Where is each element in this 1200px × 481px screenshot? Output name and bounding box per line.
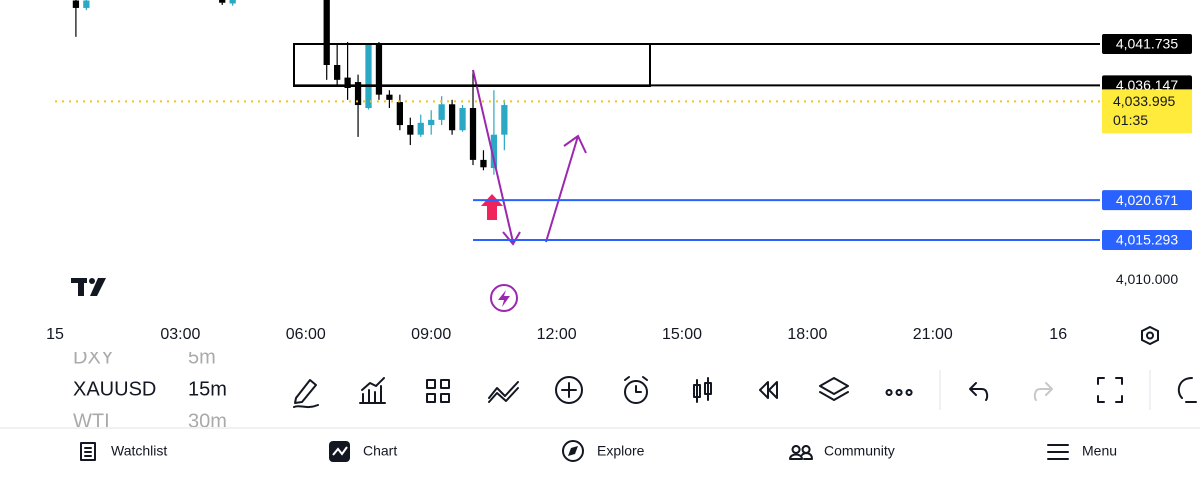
symbol[interactable]: DXY: [73, 346, 114, 368]
compare-tool[interactable]: [488, 381, 519, 403]
settings-button[interactable]: [1141, 325, 1159, 346]
countdown-label: 01:35: [1113, 112, 1148, 128]
explore-needle: [568, 446, 578, 456]
symbol[interactable]: WTI: [73, 410, 110, 432]
price-label-box: [1102, 33, 1192, 54]
more-tool[interactable]: [885, 389, 913, 396]
candle-body: [344, 77, 351, 88]
draw-tool[interactable]: [293, 379, 319, 409]
candle-body: [83, 0, 90, 8]
nav-item[interactable]: Community: [824, 443, 895, 459]
settings-icon: [1146, 331, 1154, 340]
nav-item[interactable]: Chart: [363, 443, 397, 459]
candle-tool[interactable]: [693, 377, 712, 403]
chart-icon-line: [332, 446, 348, 456]
alert-icon: [624, 376, 648, 393]
candle-body: [365, 44, 372, 109]
interval[interactable]: 30m: [188, 410, 227, 432]
up-arrow-head: [563, 134, 587, 154]
signal-arrow: [481, 194, 503, 220]
symbol[interactable]: XAUUSD: [73, 378, 156, 400]
chart-plot: [55, 0, 1100, 175]
redo-tool[interactable]: [1033, 382, 1053, 401]
candle-body: [469, 108, 477, 160]
drawings: [71, 42, 1159, 346]
layout-tool[interactable]: [426, 379, 450, 403]
lightning-icon: [498, 290, 510, 307]
candle-body: [229, 0, 236, 4]
candle-body: [219, 0, 226, 3]
bottom-nav: Watchlist Chart Explore Community Menu: [80, 440, 1117, 462]
replay-tool[interactable]: [759, 381, 778, 399]
candle-body: [428, 119, 435, 126]
down-arrow: [472, 69, 514, 243]
explore-icon: [562, 440, 584, 462]
candle-body: [375, 44, 383, 95]
layers-tool[interactable]: [819, 377, 849, 401]
x-tick-label: 21:00: [913, 326, 953, 343]
x-tick-label: 03:00: [160, 326, 200, 343]
price-label-box: [1102, 190, 1192, 211]
alert-tool[interactable]: [624, 380, 648, 404]
tv-logo: [71, 278, 106, 296]
toolbar: [293, 370, 1197, 410]
candle-body: [72, 0, 80, 8]
nav-item[interactable]: Watchlist: [111, 443, 167, 459]
axes: 4,041.735 4,036.147 4,020.671 4,015.293 4,03…: [46, 33, 1192, 343]
price-label: 4,020.671: [1116, 192, 1178, 208]
candle-body: [407, 125, 414, 135]
x-tick-label: 15: [46, 326, 64, 343]
ideas-tool[interactable]: [1177, 377, 1197, 403]
symbol-list: DXY 5m XAUUSD 15m WTI 30m: [73, 346, 227, 432]
candle-body: [354, 82, 362, 106]
down-arrow-head: [502, 231, 521, 246]
price-label-box: [1102, 229, 1192, 250]
candle-body: [490, 134, 498, 169]
community-icon: [789, 445, 813, 460]
nav-item[interactable]: Menu: [1082, 443, 1117, 459]
candle-body: [334, 65, 341, 80]
candle-body: [438, 104, 445, 120]
current-price-label: 4,033.995: [1113, 93, 1175, 109]
price-label: 4,036.147: [1116, 77, 1178, 93]
up-arrow: [545, 135, 579, 243]
candle-body: [480, 159, 487, 168]
interval[interactable]: 5m: [188, 346, 216, 368]
add-tool[interactable]: [555, 376, 583, 404]
candle-body: [459, 108, 466, 131]
candle-body: [501, 105, 508, 135]
x-tick-label: 16: [1049, 326, 1067, 343]
candle-body: [396, 102, 403, 126]
menu-icon: [1047, 444, 1069, 460]
fullscreen-tool[interactable]: [1097, 377, 1123, 403]
add-icon: [561, 382, 577, 398]
candle-body: [323, 0, 330, 66]
candle-body: [448, 104, 456, 131]
indicators-tool[interactable]: [359, 377, 386, 404]
candle-body: [386, 94, 393, 100]
x-tick-label: 15:00: [662, 326, 702, 343]
price-label: 4,015.293: [1116, 232, 1178, 248]
nav-item[interactable]: Explore: [597, 443, 645, 459]
current-price-box: [1102, 89, 1192, 134]
interval[interactable]: 15m: [188, 378, 227, 400]
x-tick-label: 18:00: [787, 326, 827, 343]
y-tick-label: 4,010.000: [1116, 271, 1178, 287]
undo-tool[interactable]: [969, 382, 989, 401]
x-tick-label: 12:00: [537, 326, 577, 343]
x-tick-label: 09:00: [411, 326, 451, 343]
price-label: 4,041.735: [1116, 36, 1178, 52]
x-tick-label: 06:00: [286, 326, 326, 343]
candle-body: [417, 122, 424, 135]
watchlist-icon: [80, 442, 96, 461]
